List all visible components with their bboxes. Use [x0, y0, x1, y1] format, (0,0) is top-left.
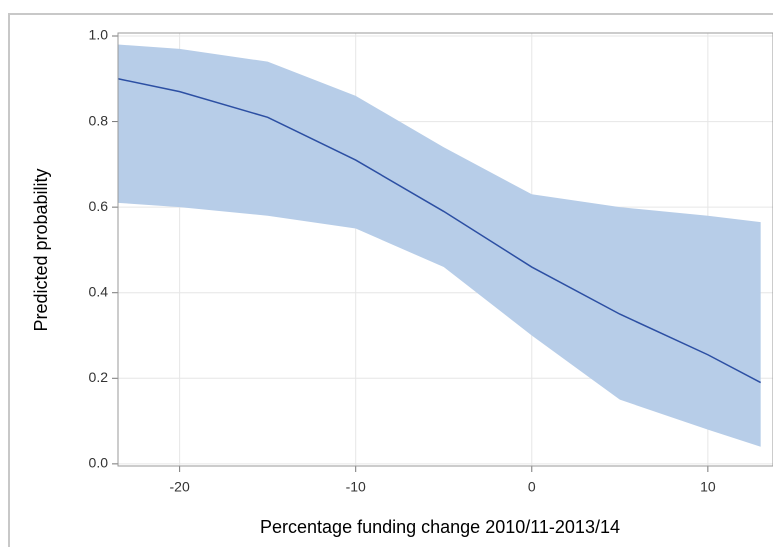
plot-border: [117, 32, 773, 467]
y-tick-label: 0.6: [89, 198, 109, 214]
y-axis-label: Predicted probability: [31, 168, 51, 331]
x-tick-label: -20: [170, 479, 190, 495]
x-tick-label: 10: [700, 479, 716, 495]
y-tick-label: 0.2: [89, 369, 109, 385]
x-tick-label: -10: [346, 479, 366, 495]
x-axis-label: Percentage funding change 2010/11-2013/1…: [260, 517, 620, 537]
y-tick-label: 0.4: [89, 283, 109, 299]
confidence-band: [118, 44, 761, 447]
x-tick-label: 0: [528, 479, 536, 495]
y-tick-label: 0.0: [89, 455, 109, 471]
y-tick-label: 0.8: [89, 112, 109, 128]
line: [117, 78, 762, 384]
y-tick-label: 1.0: [89, 27, 109, 43]
